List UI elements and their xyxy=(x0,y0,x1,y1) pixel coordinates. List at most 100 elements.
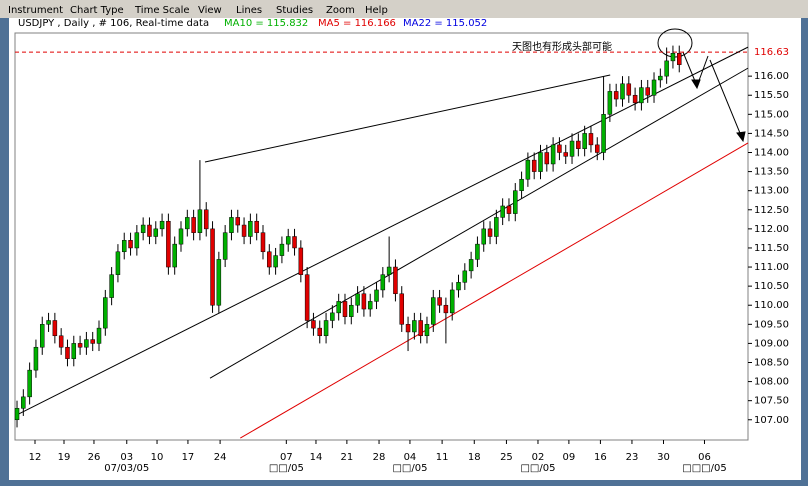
candle-body xyxy=(475,243,480,260)
menu-item[interactable]: Time Scale xyxy=(134,5,190,16)
candle-body xyxy=(632,94,638,104)
candle-body xyxy=(191,217,196,233)
candle-body xyxy=(431,297,436,325)
menu-item[interactable]: View xyxy=(198,5,222,16)
candle-body xyxy=(613,91,619,100)
y-tick-label: 107.50 xyxy=(754,396,789,407)
candle-body xyxy=(582,133,587,149)
month-label: □□/05 xyxy=(520,463,555,474)
x-tick-label: 25 xyxy=(500,452,513,463)
candle-body xyxy=(639,87,644,104)
y-tick-label: 115.00 xyxy=(754,109,789,120)
candle-body xyxy=(456,282,461,291)
candle-body xyxy=(254,220,259,233)
candle-body xyxy=(418,320,423,337)
candle-body xyxy=(651,79,657,96)
candle-body xyxy=(412,320,417,333)
x-tick-label: 17 xyxy=(182,452,195,463)
candle-body xyxy=(14,408,20,421)
candle-body xyxy=(424,324,430,337)
price-label-bg xyxy=(749,45,799,60)
chart-title: USDJPY , Daily , # 106, Real-time data xyxy=(18,18,209,29)
x-tick-label: 10 xyxy=(151,452,164,463)
candle-body xyxy=(519,178,524,191)
price-label: 116.63 xyxy=(754,47,789,58)
candle-body xyxy=(380,274,386,291)
candle-body xyxy=(58,335,64,348)
indicator-label: MA5 = 116.166 xyxy=(318,18,396,29)
y-tick-label: 112.00 xyxy=(754,224,789,235)
candle-body xyxy=(487,228,493,237)
x-tick-label: 03 xyxy=(120,452,133,463)
x-tick-label: 18 xyxy=(468,452,481,463)
candle-body xyxy=(84,339,89,348)
candle-body xyxy=(311,320,316,329)
candle-body xyxy=(134,232,140,249)
candle-body xyxy=(46,320,51,325)
candle-body xyxy=(235,217,241,226)
candle-body xyxy=(65,346,70,359)
candle-body xyxy=(128,240,133,249)
candle-body xyxy=(620,83,625,100)
menu-item[interactable]: Chart Type xyxy=(70,5,124,16)
x-tick-label: 26 xyxy=(88,452,101,463)
trend-line xyxy=(16,46,749,416)
candle-body xyxy=(292,236,297,249)
candle-body xyxy=(210,228,215,306)
candle-body xyxy=(90,339,95,344)
candle-body xyxy=(304,274,310,321)
menu-bar xyxy=(0,0,808,18)
x-tick-label: 16 xyxy=(594,452,607,463)
y-tick-label: 112.50 xyxy=(754,205,789,216)
y-tick-label: 109.00 xyxy=(754,338,789,349)
candle-body xyxy=(355,293,360,306)
y-tick-label: 113.50 xyxy=(754,167,789,178)
candle-body xyxy=(33,346,39,371)
candle-body xyxy=(172,243,177,268)
candle-body xyxy=(393,266,398,295)
candle-body xyxy=(601,114,606,153)
candle-body xyxy=(468,259,474,272)
candle-body xyxy=(595,144,600,153)
y-tick-label: 114.50 xyxy=(754,128,789,139)
candle-body xyxy=(386,266,392,275)
candle-body xyxy=(569,140,575,157)
trend-line xyxy=(209,67,749,379)
candle-body xyxy=(531,159,537,172)
y-tick-label: 107.00 xyxy=(754,415,789,426)
candle-body xyxy=(222,232,228,260)
candle-body xyxy=(513,190,518,214)
candle-body xyxy=(229,217,234,233)
candle-body xyxy=(538,152,543,172)
candle-body xyxy=(166,220,171,268)
candle-body xyxy=(285,236,291,245)
x-tick-label: 28 xyxy=(373,452,386,463)
candle-body xyxy=(109,274,114,298)
menu-item[interactable]: Instrument xyxy=(8,5,63,16)
x-tick-label: 30 xyxy=(657,452,670,463)
candle-body xyxy=(323,320,329,337)
annotation: 天图也有形成头部可能 xyxy=(512,40,612,53)
candle-body xyxy=(563,152,568,157)
menu-item[interactable]: Lines xyxy=(236,5,262,16)
menu-item[interactable]: Studies xyxy=(276,5,313,16)
menu-item[interactable]: Help xyxy=(365,5,388,16)
arrows xyxy=(682,51,746,143)
x-tick-label: 14 xyxy=(310,452,323,463)
candle-body xyxy=(279,243,285,256)
candle-body xyxy=(367,301,373,310)
candle-body xyxy=(27,369,32,398)
y-tick-label: 108.00 xyxy=(754,377,789,388)
y-tick-label: 111.00 xyxy=(754,262,789,273)
y-tick-label: 114.00 xyxy=(754,148,789,159)
month-label: □□/05 xyxy=(392,463,427,474)
candle-body xyxy=(405,324,411,333)
trend-line xyxy=(204,74,611,163)
candle-body xyxy=(645,87,650,96)
x-tick-label: 07 xyxy=(280,452,293,463)
candle-body xyxy=(677,52,682,65)
menu-item[interactable]: Zoom xyxy=(326,5,355,16)
x-tick-label: 11 xyxy=(436,452,449,463)
candle-body xyxy=(506,205,512,214)
